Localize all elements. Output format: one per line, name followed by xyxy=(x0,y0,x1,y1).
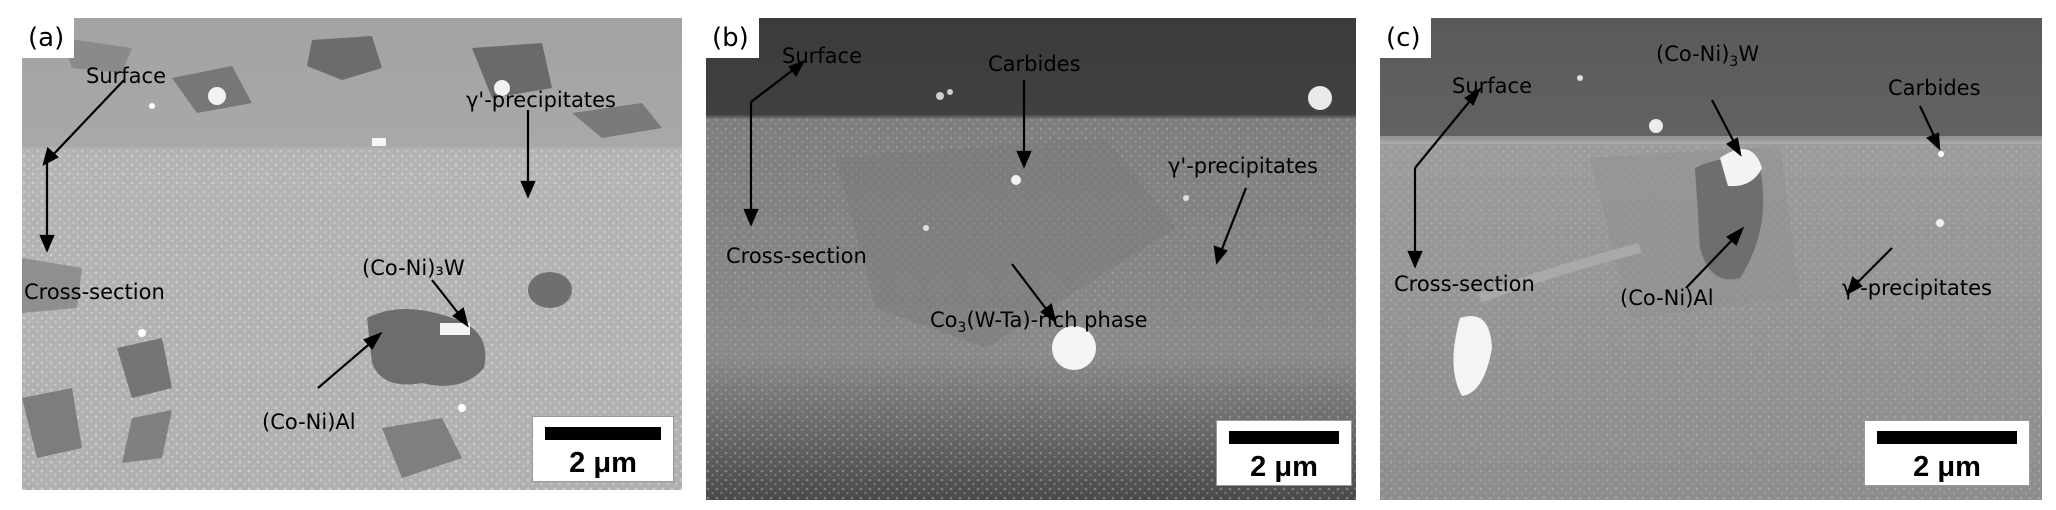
label-conal-c: (Co-Ni)Al xyxy=(1620,286,1714,310)
scale-bar-a: 2 μm xyxy=(532,416,674,482)
label-conw-c: (Co-Ni)3W xyxy=(1656,42,1760,71)
label-carbides-c: Carbides xyxy=(1888,76,1981,100)
panel-label-c: (c) xyxy=(1380,18,1431,58)
label-surface-a: Surface xyxy=(86,64,167,88)
label-gamma-prime-b: γ'-precipitates xyxy=(1168,154,1318,178)
label-gamma-prime-a: γ'-precipitates xyxy=(466,88,616,112)
scale-bar-label-c: 2 μm xyxy=(1913,451,1981,483)
micrograph-panel-c: (c) Surface (Co-Ni)3W Carbides Cross-sec… xyxy=(1380,18,2042,500)
label-surface-c: Surface xyxy=(1452,74,1533,98)
label-conal-a: (Co-Ni)Al xyxy=(262,410,356,434)
label-gamma-prime-c: γ'-precipitates xyxy=(1842,276,1992,300)
label-co3-rich-phase-b: Co3(W-Ta)-rich phase xyxy=(930,308,1148,337)
scale-bar-label-b: 2 μm xyxy=(1250,451,1318,483)
scale-bar-b: 2 μm xyxy=(1216,420,1352,486)
scale-bar-line-b xyxy=(1229,431,1339,444)
micrograph-panel-b: (b) Surface Carbides γ'-precipitates Cro… xyxy=(706,18,1356,500)
label-cross-section-c: Cross-section xyxy=(1394,272,1535,296)
scale-bar-line-c xyxy=(1877,431,2017,444)
label-surface-b: Surface xyxy=(782,44,863,68)
label-carbides-b: Carbides xyxy=(988,52,1081,76)
scale-bar-line-a xyxy=(545,427,661,440)
label-cross-section-a: Cross-section xyxy=(24,280,165,304)
scale-bar-c: 2 μm xyxy=(1864,420,2030,486)
micrograph-panel-a: (a) Surface γ'-precipitates Cross-sectio… xyxy=(22,18,682,490)
panel-label-a: (a) xyxy=(22,18,75,58)
label-cross-section-b: Cross-section xyxy=(726,244,867,268)
scale-bar-label-a: 2 μm xyxy=(569,447,637,479)
sem-image-a xyxy=(22,18,682,490)
label-conw-a: (Co-Ni)₃W xyxy=(362,256,465,280)
panel-label-b: (b) xyxy=(706,18,759,58)
